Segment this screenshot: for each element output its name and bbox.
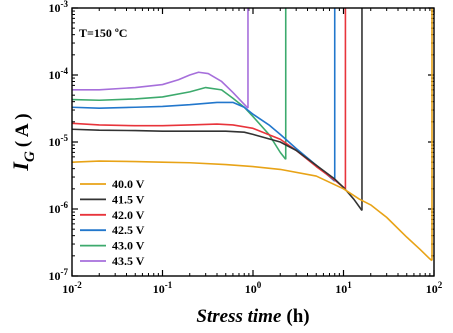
legend-label-2: 42.0 V bbox=[112, 208, 145, 222]
x-axis-title-main: Stress time bbox=[196, 306, 282, 327]
x-tick-label: 10-2 bbox=[62, 280, 82, 296]
y-tick-label: 10-7 bbox=[49, 267, 69, 283]
series-line-5 bbox=[72, 71, 249, 109]
x-tick-label: 102 bbox=[426, 280, 443, 296]
series-line-3 bbox=[72, 101, 336, 182]
series-line-0 bbox=[72, 160, 433, 262]
y-axis-title-main: I bbox=[8, 161, 33, 172]
y-tick-label: 10-6 bbox=[49, 200, 69, 216]
series-line-4 bbox=[72, 86, 287, 160]
y-axis-title-sub: G bbox=[22, 151, 38, 162]
svg-text:IG( A ): IG ( A ) bbox=[8, 113, 38, 171]
x-tick-label: 100 bbox=[245, 280, 262, 296]
y-axis-title: IG ( A ) bbox=[8, 113, 38, 171]
svg-text:Stress time(h): Stress time (h) bbox=[196, 306, 309, 327]
legend-label-0: 40.0 V bbox=[112, 177, 145, 191]
y-axis-title-unit: ( A ) bbox=[12, 113, 33, 147]
temperature-annotation: T=150 ºC bbox=[79, 26, 127, 40]
axis-ticks: 10-2 10-1 100 101 102 10-7 10-6 10-5 10-4 10-3 bbox=[49, 0, 443, 296]
series-line-2 bbox=[72, 122, 346, 190]
x-axis-title-unit: (h) bbox=[286, 306, 309, 327]
legend-label-3: 42.5 V bbox=[112, 223, 145, 237]
legend-label-1: 41.5 V bbox=[112, 192, 145, 206]
x-axis-title: Stress time (h) bbox=[196, 306, 309, 327]
x-tick-label: 101 bbox=[335, 280, 352, 296]
y-tick-label: 10-5 bbox=[49, 133, 69, 149]
y-tick-label: 10-4 bbox=[49, 66, 69, 82]
legend-label-5: 43.5 V bbox=[112, 254, 145, 268]
legend: 40.0 V41.5 V 42.0 V42.5 V 43.0 V43.5 V bbox=[80, 177, 145, 268]
series-line-1 bbox=[72, 128, 363, 211]
x-tick-label: 10-1 bbox=[153, 280, 173, 296]
y-tick-label: 10-3 bbox=[49, 0, 69, 15]
series-layer bbox=[72, 8, 433, 262]
plot-frame bbox=[71, 7, 435, 277]
legend-label-4: 43.0 V bbox=[112, 239, 145, 253]
